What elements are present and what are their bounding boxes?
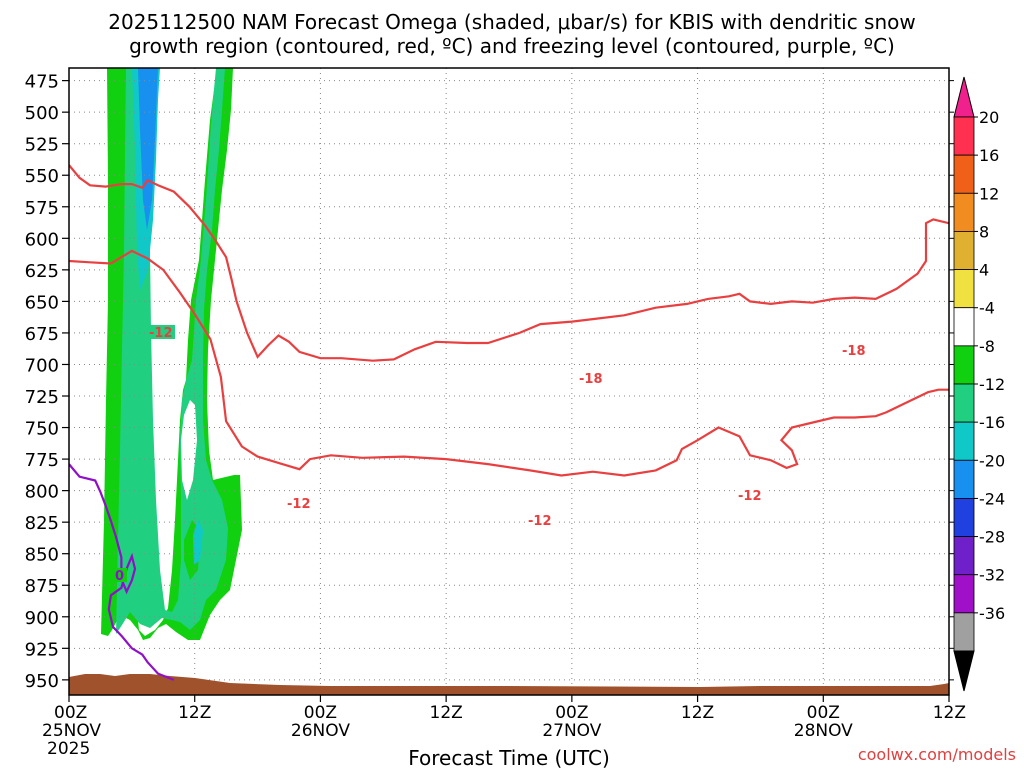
y-tick-label-11: 750 <box>25 419 59 440</box>
x-year-label-0: 2025 <box>47 739 90 759</box>
omega-region-teal <box>116 68 228 634</box>
contour-label-minus18-b: -18 <box>842 344 866 359</box>
colorbar-label-2: 12 <box>979 184 999 203</box>
x-tick-label-6: 00Z <box>807 703 840 723</box>
colorbar-label-4: 4 <box>979 261 989 280</box>
colorbar-label-12: -32 <box>979 566 1005 585</box>
x-tick-label-5: 12Z <box>681 703 714 723</box>
colorbar-label-8: -16 <box>979 413 1005 432</box>
x-date-label-6: 28NOV <box>794 721 853 741</box>
contour-label-minus12-b: -12 <box>287 497 311 512</box>
y-tick-label-13: 800 <box>25 482 59 503</box>
colorbar-swatch-11 <box>953 536 975 576</box>
chart-title-line2: growth region (contoured, red, ºC) and f… <box>129 34 895 58</box>
x-date-label-4: 27NOV <box>542 721 601 741</box>
colorbar-swatch-0 <box>953 116 975 156</box>
colorbar-swatch-12 <box>953 574 975 614</box>
colorbar-swatch-4 <box>953 269 975 309</box>
colorbar: 20 16 12 8 4 -4 -8 -12 -16 -20 -24 -28 -32 -36 <box>953 76 1005 692</box>
colorbar-top-arrow <box>953 76 975 118</box>
colorbar-swatch-2 <box>953 192 975 232</box>
contour-minus12 <box>69 249 949 477</box>
contour-label-zero: 0 <box>115 569 124 584</box>
x-tick-label-4: 00Z <box>555 703 588 723</box>
x-tick-label-7: 12Z <box>933 703 966 723</box>
y-tick-label-6: 625 <box>25 261 59 282</box>
y-tick-label-15: 850 <box>25 545 59 566</box>
colorbar-bottom-arrow <box>953 650 975 692</box>
y-tick-label-1: 500 <box>25 103 59 124</box>
y-tick-label-12: 775 <box>25 450 59 471</box>
y-tick-label-19: 950 <box>25 671 59 692</box>
watermark: coolwx.com/models <box>858 745 1016 764</box>
y-tick-label-9: 700 <box>25 355 59 376</box>
terrain-ground <box>69 674 949 695</box>
colorbar-swatch-13 <box>953 612 975 652</box>
colorbar-swatch-10 <box>953 498 975 537</box>
y-tick-label-8: 675 <box>25 324 59 345</box>
colorbar-label-7: -12 <box>979 375 1005 394</box>
y-tick-label-17: 900 <box>25 608 59 629</box>
colorbar-swatch-6 <box>953 345 975 385</box>
y-tick-label-0: 475 <box>25 72 59 93</box>
contour-freezing-level <box>69 463 175 681</box>
colorbar-swatch-5 <box>953 307 975 347</box>
y-tick-label-18: 925 <box>25 639 59 660</box>
y-tick-label-2: 525 <box>25 135 59 156</box>
colorbar-label-5: -4 <box>979 299 995 318</box>
contour-label-minus12-c: -12 <box>528 514 552 529</box>
colorbar-label-9: -20 <box>979 451 1005 470</box>
colorbar-label-10: -24 <box>979 489 1005 508</box>
colorbar-swatch-7 <box>953 383 975 423</box>
contour-label-minus12-d: -12 <box>738 489 762 504</box>
colorbar-swatch-8 <box>953 421 975 461</box>
contour-label-minus12-a: -12 <box>149 326 173 341</box>
y-tick-label-3: 550 <box>25 166 59 187</box>
contour-minus18 <box>69 164 949 362</box>
colorbar-swatch-9 <box>953 459 975 499</box>
omega-region-cyan-small <box>193 520 203 565</box>
x-tick-label-1: 12Z <box>178 703 211 723</box>
y-axis: 475 500 525 550 575 600 625 650 675 700 725 750 775 8… <box>25 72 954 692</box>
colorbar-label-13: -36 <box>979 604 1005 623</box>
colorbar-label-1: 16 <box>979 146 999 165</box>
x-date-label-2: 26NOV <box>291 721 350 741</box>
y-tick-label-7: 650 <box>25 292 59 313</box>
omega-hole <box>181 400 197 500</box>
x-date-label-0: 25NOV <box>42 721 101 741</box>
contour-labels: -12 -12 -12 -12 -18 -18 0 <box>113 325 870 584</box>
y-tick-label-5: 600 <box>25 229 59 250</box>
colorbar-label-11: -28 <box>979 528 1005 547</box>
colorbar-swatch-1 <box>953 154 975 194</box>
colorbar-swatch-3 <box>953 231 975 270</box>
colorbar-label-0: 20 <box>979 108 999 127</box>
colorbar-label-3: 8 <box>979 222 989 241</box>
x-tick-label-3: 12Z <box>430 703 463 723</box>
y-tick-label-16: 875 <box>25 576 59 597</box>
y-tick-label-10: 725 <box>25 387 59 408</box>
omega-region-blue <box>138 68 158 230</box>
grid-lines <box>69 68 949 695</box>
y-tick-label-4: 575 <box>25 198 59 219</box>
chart-title-line1: 2025112500 NAM Forecast Omega (shaded, μ… <box>108 10 916 34</box>
plot-frame <box>68 67 950 696</box>
omega-shading <box>101 68 242 640</box>
x-tick-label-0: 00Z <box>54 703 87 723</box>
x-axis-label: Forecast Time (UTC) <box>408 746 610 768</box>
contours <box>69 164 949 681</box>
y-tick-label-14: 825 <box>25 513 59 534</box>
contour-label-minus18-a: -18 <box>579 372 603 387</box>
x-tick-label-2: 00Z <box>304 703 337 723</box>
colorbar-label-6: -8 <box>979 337 995 356</box>
